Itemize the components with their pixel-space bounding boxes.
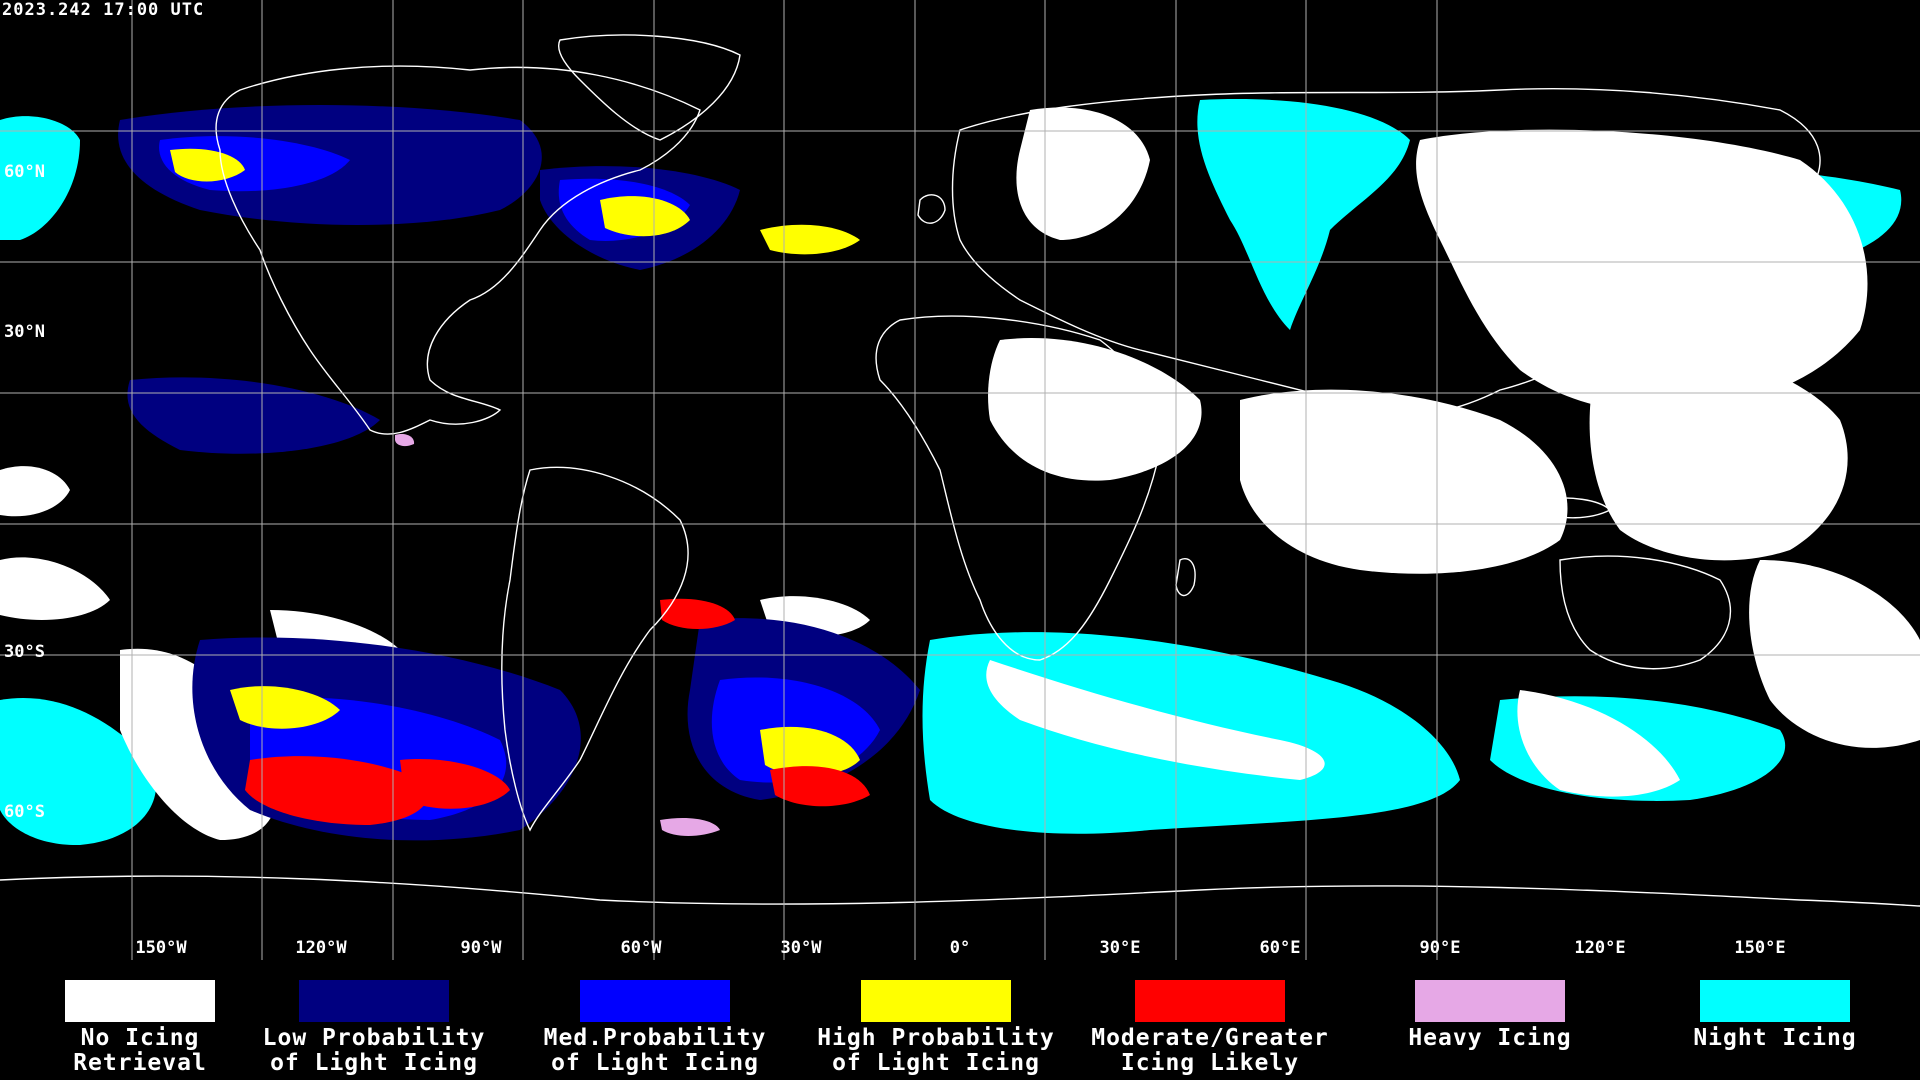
lat-label-30s: 30°S <box>4 642 45 662</box>
lon-label-90w: 90°W <box>460 938 502 958</box>
lon-label-30w: 30°W <box>780 938 822 958</box>
cloud-layer <box>0 99 1920 846</box>
lon-label-60e: 60°E <box>1259 938 1301 958</box>
legend-swatch <box>65 980 215 1022</box>
legend: No Icing Retrieval Low Probability of Li… <box>0 960 1920 1080</box>
lon-label-120e: 120°E <box>1574 938 1626 958</box>
lon-label-30e: 30°E <box>1099 938 1141 958</box>
legend-label: High Probability of Light Icing <box>817 1025 1055 1076</box>
lon-label-150w: 150°W <box>135 938 187 958</box>
legend-swatch <box>861 980 1011 1022</box>
graticule <box>0 0 1920 960</box>
lat-label-60n: 60°N <box>4 162 45 182</box>
legend-label: No Icing Retrieval <box>73 1025 207 1076</box>
legend-label: Heavy Icing <box>1408 1025 1572 1051</box>
lon-label-150e: 150°E <box>1734 938 1786 958</box>
timestamp: 2023.242 17:00 UTC <box>2 0 205 20</box>
legend-swatch <box>580 980 730 1022</box>
legend-label: Night Icing <box>1693 1025 1857 1051</box>
legend-swatch <box>1135 980 1285 1022</box>
legend-swatch <box>1415 980 1565 1022</box>
lon-label-60w: 60°W <box>620 938 662 958</box>
lon-label-120w: 120°W <box>295 938 347 958</box>
legend-swatch <box>299 980 449 1022</box>
lat-label-30n: 30°N <box>4 322 45 342</box>
coastlines <box>0 34 1920 907</box>
lat-label-60s: 60°S <box>4 802 45 822</box>
legend-label: Med.Probability of Light Icing <box>543 1025 767 1076</box>
legend-label: Low Probability of Light Icing <box>262 1025 486 1076</box>
legend-swatch <box>1700 980 1850 1022</box>
icing-map <box>0 0 1920 960</box>
lat-label-0n: 0°N <box>4 482 35 502</box>
lon-label-0: 0° <box>949 938 971 958</box>
lon-label-90e: 90°E <box>1419 938 1461 958</box>
legend-label: Moderate/Greater Icing Likely <box>1091 1025 1329 1076</box>
